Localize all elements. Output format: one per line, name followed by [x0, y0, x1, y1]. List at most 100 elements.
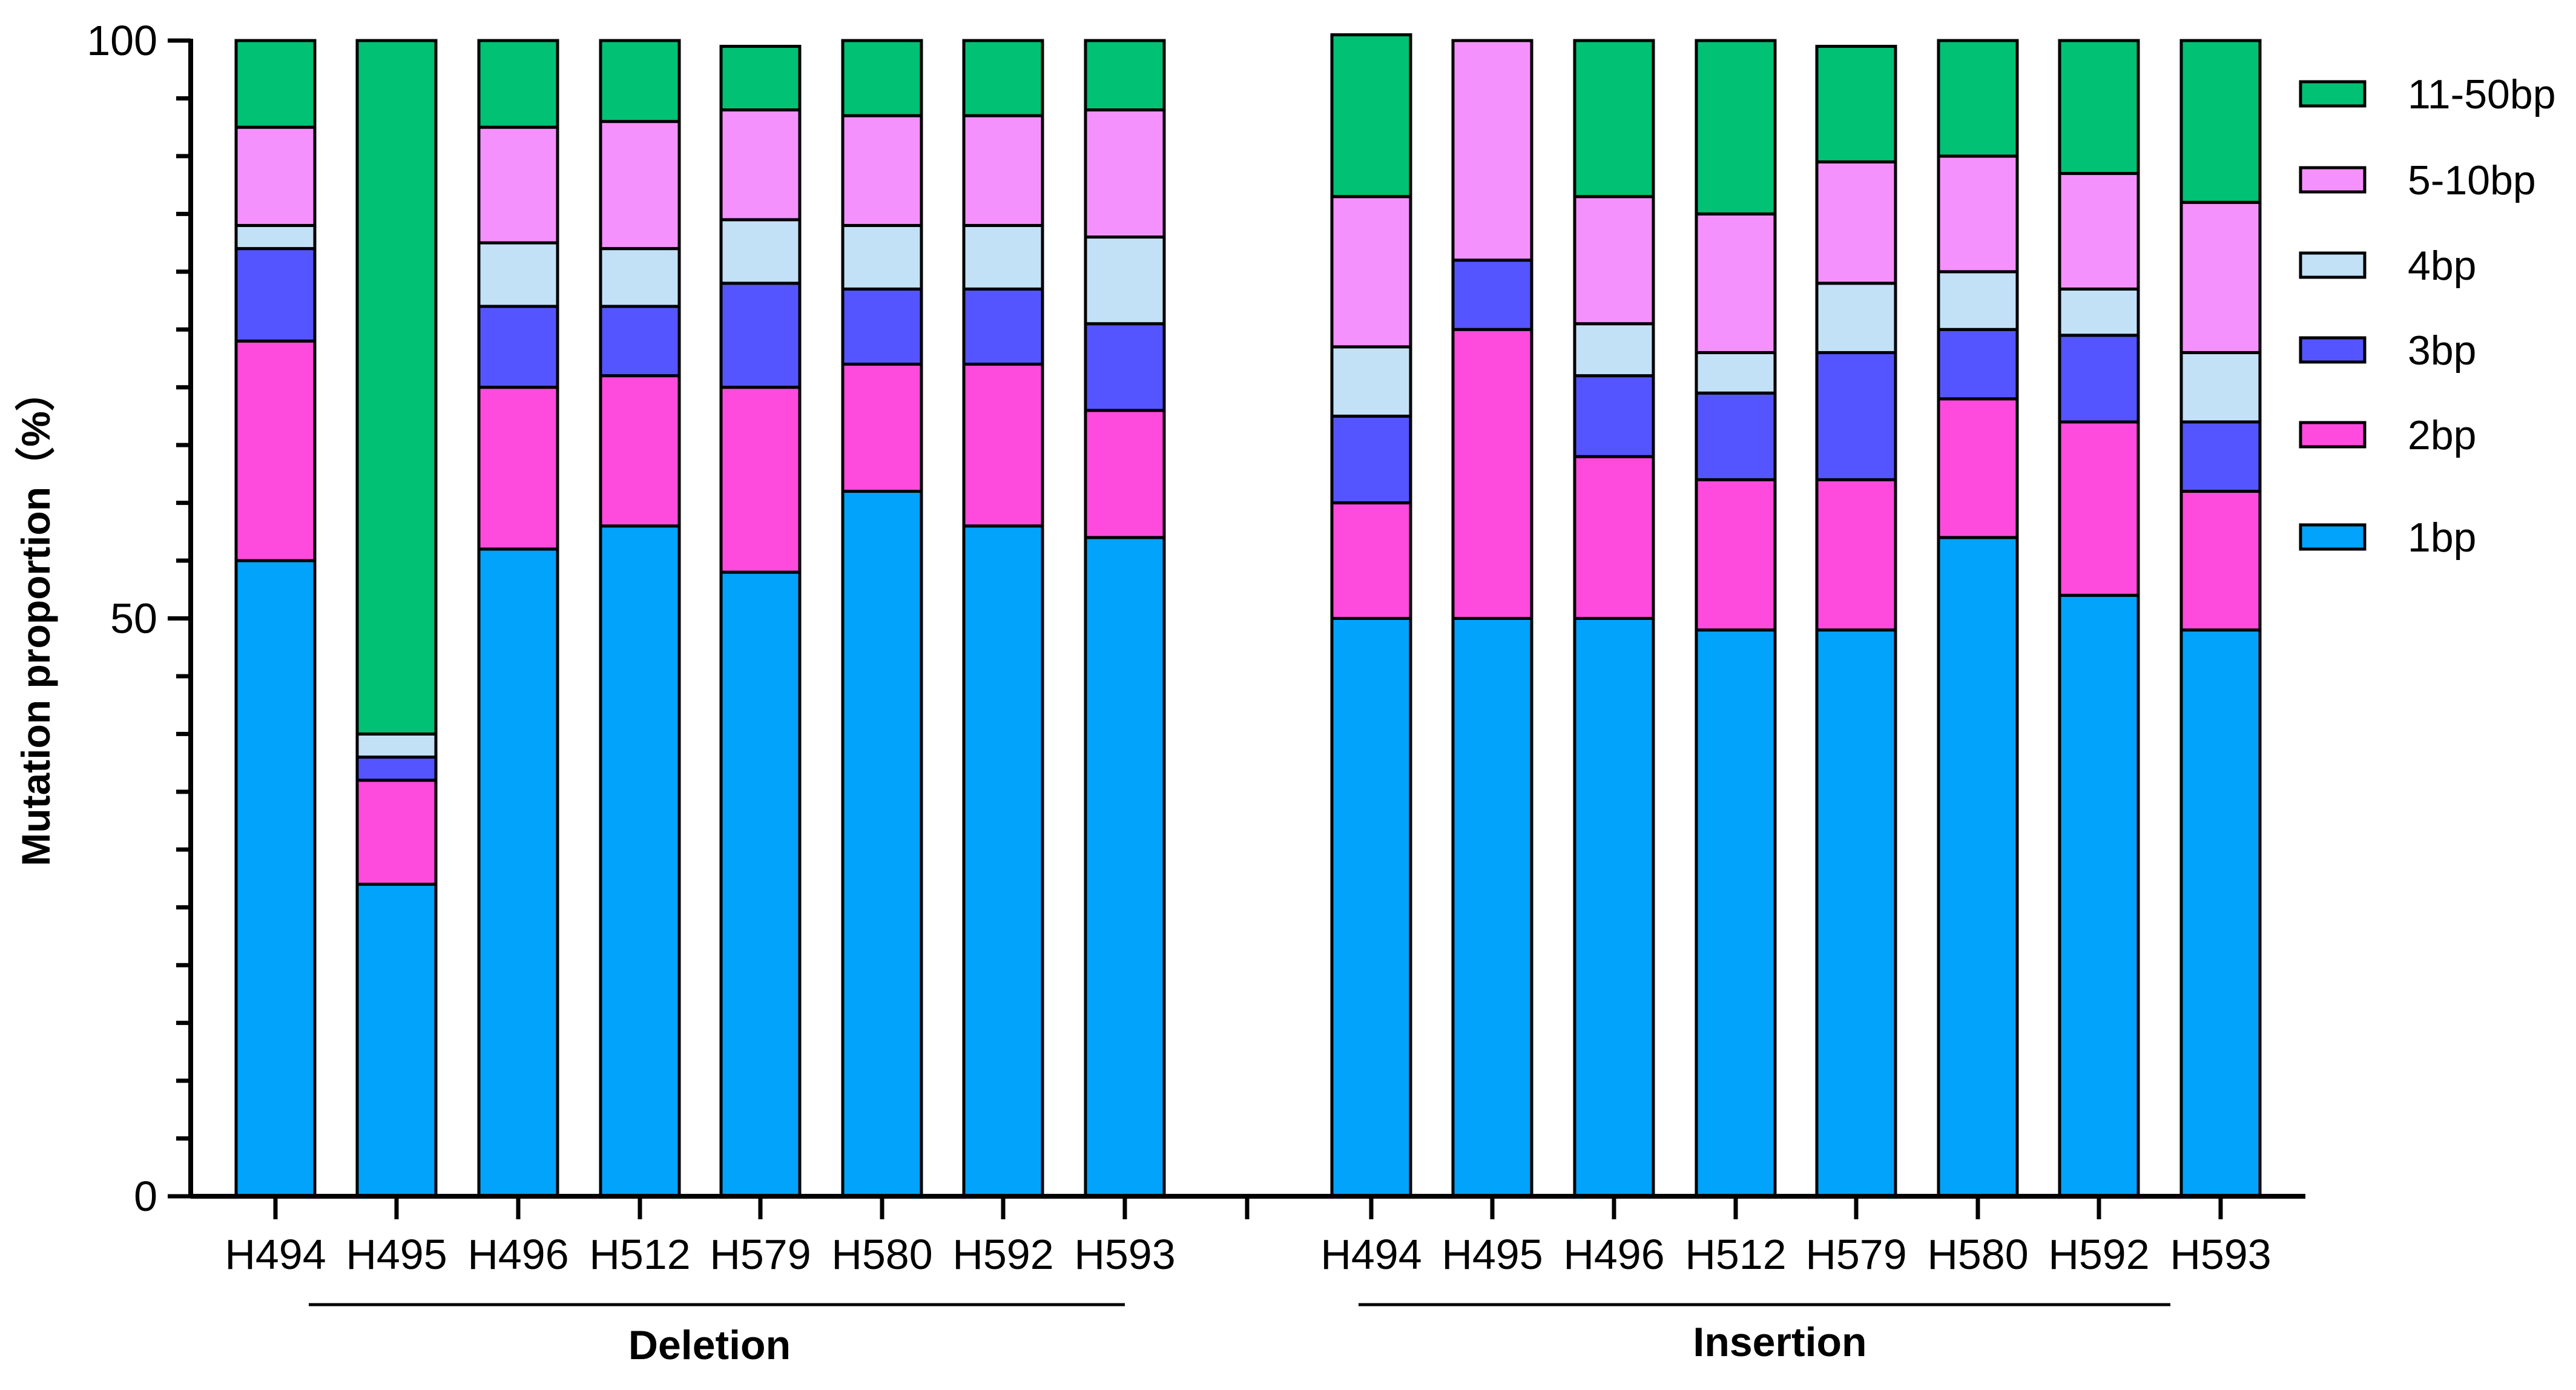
bar-segment-2bp-3 — [599, 374, 681, 528]
bar-segment-4bp-10 — [1573, 322, 1655, 378]
legend-label-2bp: 2bp — [2408, 412, 2476, 458]
bar-segment-5-10bp-9 — [1451, 39, 1533, 262]
bar-segment-3bp-3 — [599, 305, 681, 378]
legend-swatch-2bp — [2299, 421, 2367, 449]
bar-segment-5-10bp-13 — [1937, 154, 2019, 274]
x-tick-label: H495 — [346, 1231, 447, 1278]
x-tick-label: H593 — [1074, 1231, 1175, 1278]
bar-segment-3bp-13 — [1937, 328, 2019, 401]
bar-segment-4bp-11 — [1695, 351, 1777, 395]
bar-segment-3bp-4 — [719, 282, 802, 389]
legend-label-11-50bp: 11-50bp — [2408, 71, 2556, 117]
bar-segment-4bp-7 — [1084, 236, 1166, 326]
x-tick-label: H579 — [1805, 1231, 1906, 1278]
bar-segment-2bp-14 — [2058, 420, 2140, 597]
x-tick-label: H496 — [467, 1231, 568, 1278]
x-tick-label: H592 — [952, 1231, 1053, 1278]
bar-segment-5-10bp-7 — [1084, 108, 1166, 239]
bar-segment-5-10bp-3 — [599, 120, 681, 251]
bar-segment-4bp-4 — [719, 218, 802, 285]
group-label-insertion: Insertion — [1693, 1319, 1866, 1365]
legend-swatch-3bp — [2299, 336, 2367, 364]
bar-segment-5-10bp-4 — [719, 108, 802, 222]
bar-segment-2bp-1 — [355, 779, 438, 886]
bar-segment-4bp-6 — [962, 223, 1044, 291]
bar-segment-3bp-14 — [2058, 334, 2140, 424]
legend-label-3bp: 3bp — [2408, 328, 2476, 374]
bar-segment-1bp-1 — [355, 883, 438, 1198]
bar-segment-11-50bp-14 — [2058, 39, 2140, 176]
group-label-deletion: Deletion — [628, 1322, 791, 1368]
bar-segment-11-50bp-6 — [962, 39, 1044, 117]
bar-segment-4bp-0 — [234, 223, 317, 251]
bar-segment-1bp-14 — [2058, 593, 2140, 1198]
bar-segment-2bp-9 — [1451, 328, 1533, 620]
bar-segment-3bp-9 — [1451, 259, 1533, 331]
legend-swatch-1bp — [2299, 523, 2367, 551]
bar-segment-11-50bp-7 — [1084, 39, 1166, 112]
bar-segment-11-50bp-2 — [477, 39, 559, 129]
x-tick-label: H494 — [1320, 1231, 1421, 1278]
bar-segment-11-50bp-11 — [1695, 39, 1777, 216]
bar-segment-2bp-0 — [234, 339, 317, 562]
bar-segment-11-50bp-0 — [234, 39, 317, 129]
bar-segment-11-50bp-8 — [1330, 33, 1412, 199]
bar-segment-2bp-6 — [962, 363, 1044, 528]
bar-segment-2bp-15 — [2179, 490, 2262, 632]
bar-segment-3bp-2 — [477, 305, 559, 389]
bar-segment-5-10bp-2 — [477, 125, 559, 245]
y-tick-label: 0 — [134, 1173, 157, 1220]
x-tick-label: H512 — [1685, 1231, 1786, 1278]
x-tick-label: H580 — [1927, 1231, 2028, 1278]
bar-segment-11-50bp-10 — [1573, 39, 1655, 199]
bar-segment-2bp-10 — [1573, 455, 1655, 620]
bar-segment-11-50bp-3 — [599, 39, 681, 124]
bar-segment-4bp-2 — [477, 241, 559, 308]
bar-segment-3bp-8 — [1330, 414, 1412, 505]
bar-segment-4bp-13 — [1937, 270, 2019, 331]
bar-segment-2bp-11 — [1695, 478, 1777, 632]
bar-segment-3bp-6 — [962, 287, 1044, 366]
bar-segment-5-10bp-15 — [2179, 200, 2262, 354]
bar-segment-1bp-0 — [234, 559, 317, 1198]
bar-segment-1bp-13 — [1937, 536, 2019, 1198]
bar-segment-3bp-5 — [841, 287, 923, 366]
bar-segment-2bp-8 — [1330, 501, 1412, 620]
x-tick-label: H580 — [831, 1231, 932, 1278]
x-tick-label: H592 — [2048, 1231, 2149, 1278]
bar-segment-3bp-12 — [1815, 351, 1897, 481]
bar-segment-11-50bp-4 — [719, 45, 802, 112]
bar-segment-2bp-7 — [1084, 409, 1166, 539]
bar-segment-2bp-13 — [1937, 397, 2019, 539]
bar-segment-11-50bp-13 — [1937, 39, 2019, 158]
bar-segment-2bp-4 — [719, 386, 802, 574]
bar-segment-5-10bp-12 — [1815, 160, 1897, 285]
bar-segment-5-10bp-5 — [841, 114, 923, 227]
legend-swatch-5-10bp — [2299, 166, 2367, 194]
x-tick-label: H494 — [225, 1231, 326, 1278]
bar-segment-4bp-8 — [1330, 345, 1412, 418]
bar-segment-5-10bp-14 — [2058, 172, 2140, 291]
legend-swatch-4bp — [2299, 251, 2367, 279]
bar-segment-3bp-10 — [1573, 374, 1655, 458]
bar-segment-2bp-5 — [841, 363, 923, 493]
bar-segment-3bp-11 — [1695, 391, 1777, 481]
bar-segment-5-10bp-10 — [1573, 195, 1655, 326]
bar-segment-1bp-4 — [719, 570, 802, 1198]
bar-segment-5-10bp-11 — [1695, 212, 1777, 354]
y-tick-label: 100 — [87, 17, 157, 64]
x-tick-label: H579 — [710, 1231, 811, 1278]
bar-segment-1bp-15 — [2179, 628, 2262, 1198]
bar-segment-1bp-6 — [962, 524, 1044, 1198]
legend-label-1bp: 1bp — [2408, 515, 2476, 561]
bar-segment-1bp-2 — [477, 547, 559, 1198]
x-tick-label: H495 — [1441, 1231, 1543, 1278]
bar-segment-1bp-12 — [1815, 628, 1897, 1198]
y-tick-label: 50 — [110, 595, 157, 642]
bar-segment-5-10bp-6 — [962, 114, 1044, 227]
bar-segment-1bp-10 — [1573, 617, 1655, 1198]
bar-segment-1bp-9 — [1451, 617, 1533, 1198]
x-tick-label: H593 — [2170, 1231, 2271, 1278]
